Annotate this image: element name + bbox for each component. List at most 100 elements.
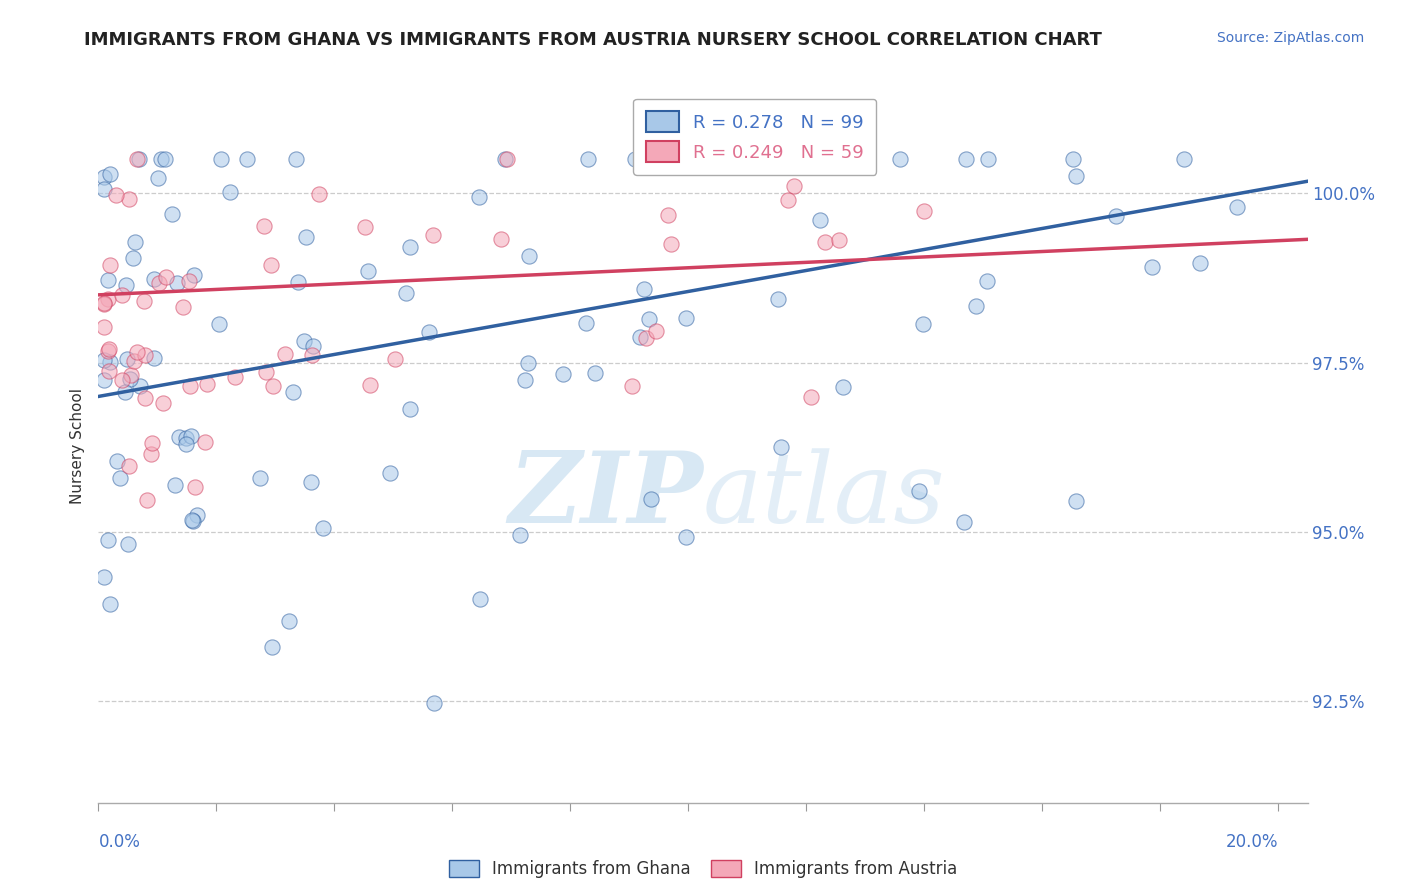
Point [638,311,661,326]
Point [209,153,232,167]
Point [828,233,851,247]
Point [93,296,115,310]
Point [953,515,976,529]
Point [162,206,184,220]
Point [517,249,540,263]
Point [100,167,122,181]
Point [143,271,166,285]
Point [1064,493,1087,508]
Point [659,237,682,252]
Point [277,614,299,628]
Point [574,316,596,330]
Text: 0.0%: 0.0% [98,833,141,851]
Point [97,533,120,547]
Point [143,351,166,365]
Point [312,521,335,535]
Point [766,292,789,306]
Point [118,458,141,473]
Point [576,153,599,167]
Point [208,317,231,331]
Point [721,153,744,167]
Point [93,319,115,334]
Point [800,390,823,404]
Point [775,153,797,167]
Point [181,513,204,527]
Point [353,220,375,235]
Point [292,334,315,348]
Point [636,331,658,345]
Point [121,251,143,265]
Point [167,430,190,444]
Point [97,343,120,357]
Point [97,293,120,307]
Text: IMMIGRANTS FROM GHANA VS IMMIGRANTS FROM AUSTRIA NURSERY SCHOOL CORRELATION CHAR: IMMIGRANTS FROM GHANA VS IMMIGRANTS FROM… [84,31,1102,49]
Point [633,282,655,296]
Point [111,373,134,387]
Point [274,347,297,361]
Point [301,348,323,362]
Point [489,232,512,246]
Point [965,299,987,313]
Point [399,240,422,254]
Point [219,185,242,199]
Point [97,343,120,358]
Point [285,153,308,167]
Point [117,537,139,551]
Point [224,370,246,384]
Text: 20.0%: 20.0% [1226,833,1278,851]
Point [134,391,156,405]
Point [115,277,138,292]
Point [180,429,202,443]
Point [359,378,381,392]
Point [281,385,304,400]
Point [422,228,444,243]
Point [1188,255,1211,269]
Point [132,293,155,308]
Point [583,366,606,380]
Point [253,219,276,233]
Point [814,235,837,249]
Point [124,354,146,368]
Point [146,170,169,185]
Point [287,275,309,289]
Point [166,276,188,290]
Point [155,153,177,167]
Point [912,204,935,219]
Point [620,379,643,393]
Point [1105,209,1128,223]
Point [299,475,322,490]
Point [834,153,856,167]
Point [645,324,668,338]
Point [118,372,141,386]
Point [495,153,517,167]
Point [1140,260,1163,274]
Point [260,258,283,272]
Point [118,192,141,206]
Point [776,194,799,208]
Point [105,187,128,202]
Point [976,274,998,288]
Point [628,329,651,343]
Point [98,258,121,272]
Point [115,352,138,367]
Point [172,300,194,314]
Point [977,153,1000,167]
Point [98,355,121,369]
Point [657,208,679,222]
Point [782,178,804,193]
Point [181,514,204,528]
Point [1064,169,1087,183]
Point [908,484,931,499]
Point [675,530,697,544]
Point [551,368,574,382]
Point [295,229,318,244]
Point [384,352,406,367]
Point [163,477,186,491]
Point [770,440,793,454]
Point [120,368,142,382]
Point [98,364,121,378]
Point [129,378,152,392]
Point [183,268,205,282]
Point [128,153,150,167]
Point [254,365,277,379]
